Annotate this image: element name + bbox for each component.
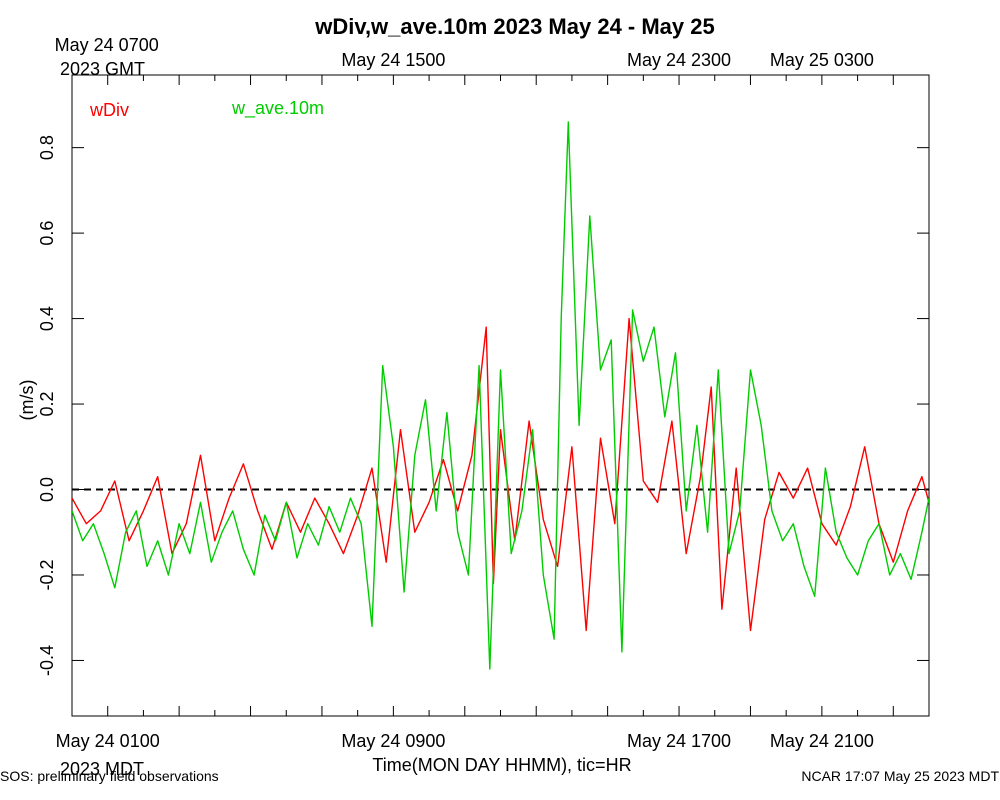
top-axis-label: May 25 0300: [770, 50, 874, 70]
y-tick-labels: -0.4 -0.2 0.0 0.2 0.4 0.6 0.8: [37, 135, 57, 676]
top-axis-timezone-label: 2023 GMT: [60, 59, 145, 79]
y-tick-label: 0.6: [37, 221, 57, 246]
y-tick-label: 0.8: [37, 135, 57, 160]
top-axis-labels: May 24 0700 2023 GMT May 24 1500 May 24 230…: [55, 35, 874, 79]
series-line-w-ave-10m: [72, 121, 929, 670]
chart-title: wDiv,w_ave.10m 2023 May 24 - May 25: [314, 14, 715, 39]
y-tick-label: -0.2: [37, 559, 57, 590]
y-tick-label: -0.4: [37, 645, 57, 676]
top-axis-label: May 24 1500: [341, 50, 445, 70]
top-axis-label: May 24 0700: [55, 35, 159, 55]
footer-left-note: SOS: preliminary field observations: [0, 768, 219, 784]
bottom-axis-label: May 24 0100: [56, 731, 160, 751]
bottom-axis-labels: May 24 0100 2023 MDT May 24 0900 May 24 170…: [56, 731, 874, 779]
bottom-axis-label: May 24 1700: [627, 731, 731, 751]
series-line-wdiv: [72, 317, 929, 632]
bottom-axis-label: May 24 2100: [770, 731, 874, 751]
axis-ticks: [71, 75, 930, 716]
bottom-axis-label: May 24 0900: [341, 731, 445, 751]
bottom-axis-timezone-label: 2023 MDT: [60, 759, 144, 779]
plot-frame: [71, 74, 930, 717]
top-axis-label: May 24 2300: [627, 50, 731, 70]
y-axis-label: (m/s): [17, 380, 37, 421]
y-tick-label: 0.2: [37, 392, 57, 417]
y-tick-label: 0.0: [37, 477, 57, 502]
footer-right-note: NCAR 17:07 May 25 2023 MDT: [801, 768, 999, 784]
y-tick-label: 0.4: [37, 306, 57, 331]
legend-w-ave-10m: w_ave.10m: [231, 98, 324, 119]
series-group: [72, 121, 929, 670]
x-axis-label: Time(MON DAY HHMM), tic=HR: [372, 755, 631, 775]
legend-wdiv: wDiv: [89, 100, 129, 120]
